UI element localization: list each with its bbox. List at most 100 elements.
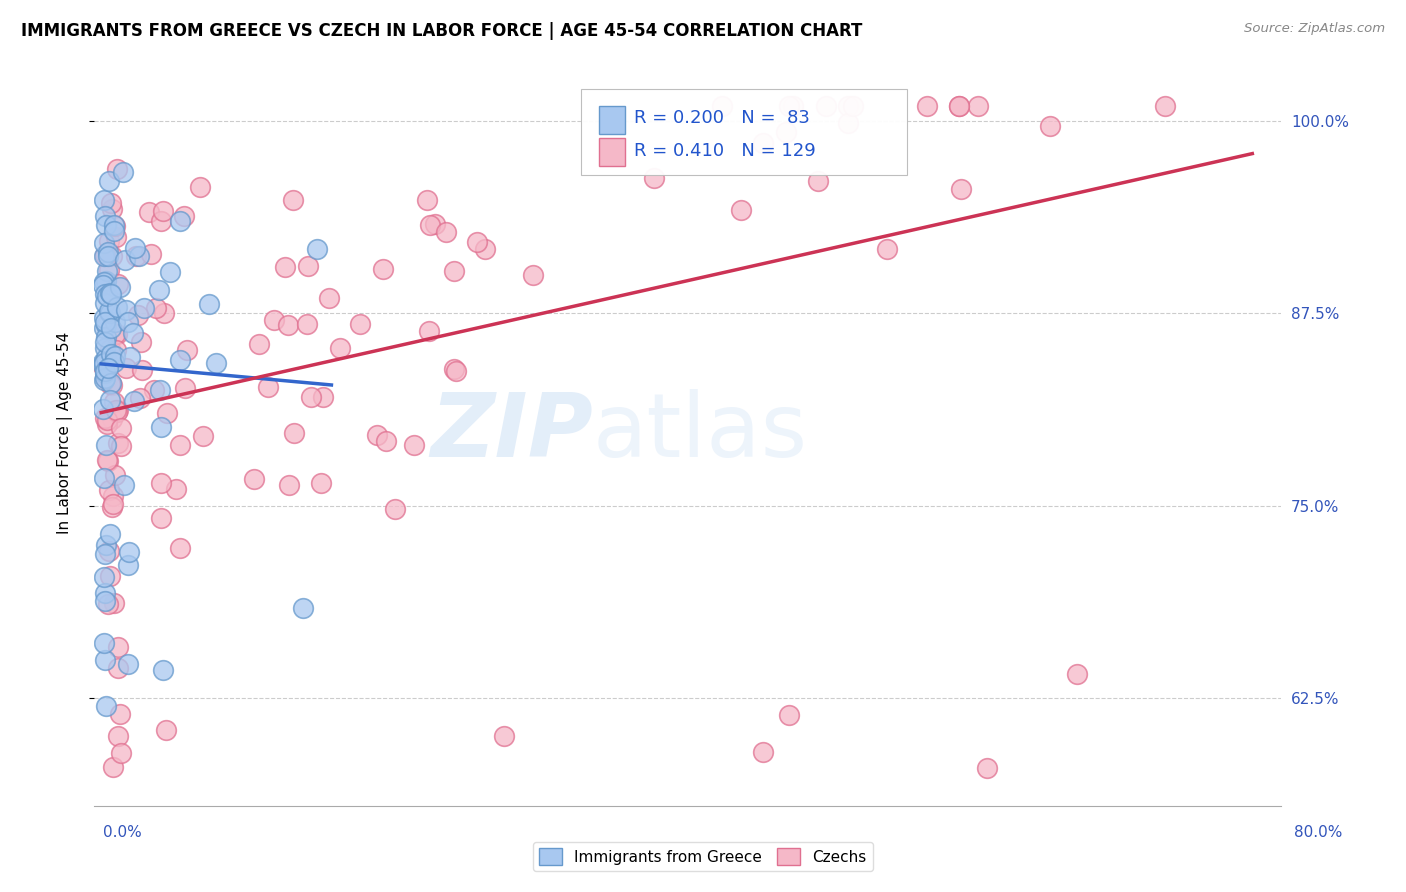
Point xyxy=(101,412,124,426)
Point xyxy=(93,359,115,373)
Point xyxy=(145,301,167,315)
Point xyxy=(374,434,396,448)
Point xyxy=(104,403,127,417)
Point xyxy=(129,334,152,349)
Point xyxy=(418,325,440,339)
Point xyxy=(97,303,120,318)
Point xyxy=(100,377,122,392)
Point xyxy=(169,353,191,368)
Point xyxy=(94,248,117,262)
Point xyxy=(444,364,467,378)
Point xyxy=(752,136,775,150)
Point xyxy=(134,301,156,315)
Y-axis label: In Labor Force | Age 45-54: In Labor Force | Age 45-54 xyxy=(58,332,73,533)
Point xyxy=(100,249,122,263)
Text: Source: ZipAtlas.com: Source: ZipAtlas.com xyxy=(1244,22,1385,36)
Point xyxy=(169,541,191,555)
Point xyxy=(103,224,125,238)
Point xyxy=(117,657,139,672)
Point xyxy=(104,468,127,483)
Point xyxy=(94,334,117,349)
Point xyxy=(277,478,299,492)
Point xyxy=(121,326,143,340)
Text: atlas: atlas xyxy=(592,389,807,476)
Point xyxy=(117,315,139,329)
Point xyxy=(98,544,121,558)
Point xyxy=(139,247,162,261)
Point xyxy=(127,308,149,322)
Point xyxy=(96,438,118,452)
Point xyxy=(318,291,340,305)
Point xyxy=(101,497,124,511)
Point xyxy=(98,569,121,583)
Legend: Immigrants from Greece, Czechs: Immigrants from Greece, Czechs xyxy=(533,842,873,871)
Point xyxy=(173,209,195,223)
Point xyxy=(404,438,426,452)
Point xyxy=(93,209,115,223)
Point xyxy=(807,174,830,188)
Point xyxy=(782,99,804,113)
Point xyxy=(101,760,124,774)
Point xyxy=(948,99,970,113)
Point xyxy=(122,393,145,408)
Point xyxy=(103,355,125,369)
Point xyxy=(93,471,115,485)
Point xyxy=(105,161,128,176)
Point xyxy=(114,253,136,268)
Point xyxy=(191,429,214,443)
Point xyxy=(104,229,127,244)
Point xyxy=(474,243,496,257)
Point xyxy=(110,746,132,760)
Point xyxy=(94,274,117,288)
Point xyxy=(107,277,129,291)
Point xyxy=(97,244,120,259)
Point xyxy=(94,296,117,310)
Point xyxy=(837,116,859,130)
Point xyxy=(366,428,388,442)
Point xyxy=(115,302,138,317)
Point xyxy=(149,475,172,490)
Point xyxy=(299,390,322,404)
Point xyxy=(976,760,998,774)
Point xyxy=(465,235,488,250)
Point xyxy=(96,289,118,303)
Point xyxy=(415,193,437,207)
Point xyxy=(103,490,125,504)
Point xyxy=(153,305,176,319)
Point xyxy=(104,349,127,363)
Point xyxy=(129,391,152,405)
Point xyxy=(710,99,733,113)
Point xyxy=(124,249,146,263)
Point xyxy=(775,125,797,139)
Point xyxy=(243,472,266,486)
Point xyxy=(94,652,117,666)
Text: 0.0%: 0.0% xyxy=(103,825,142,840)
Point xyxy=(93,636,115,650)
Point xyxy=(103,395,125,409)
Point xyxy=(118,545,141,559)
Point xyxy=(93,193,115,207)
Point xyxy=(384,502,406,516)
Point xyxy=(148,284,170,298)
Point xyxy=(188,179,211,194)
Point xyxy=(94,330,117,344)
Point xyxy=(97,361,120,376)
Point xyxy=(205,356,228,370)
Point xyxy=(149,384,172,398)
Point xyxy=(150,420,173,434)
Point xyxy=(93,275,115,289)
Point xyxy=(93,236,115,251)
Point xyxy=(94,698,117,713)
Point xyxy=(150,214,173,228)
Point xyxy=(169,438,191,452)
Point xyxy=(93,367,115,381)
Point xyxy=(98,527,121,541)
Point xyxy=(97,249,120,263)
Point xyxy=(93,320,115,334)
FancyBboxPatch shape xyxy=(599,138,624,166)
Point xyxy=(101,202,124,217)
Point xyxy=(94,318,117,332)
Point xyxy=(96,453,118,467)
Point xyxy=(110,421,132,435)
Point xyxy=(105,327,128,342)
